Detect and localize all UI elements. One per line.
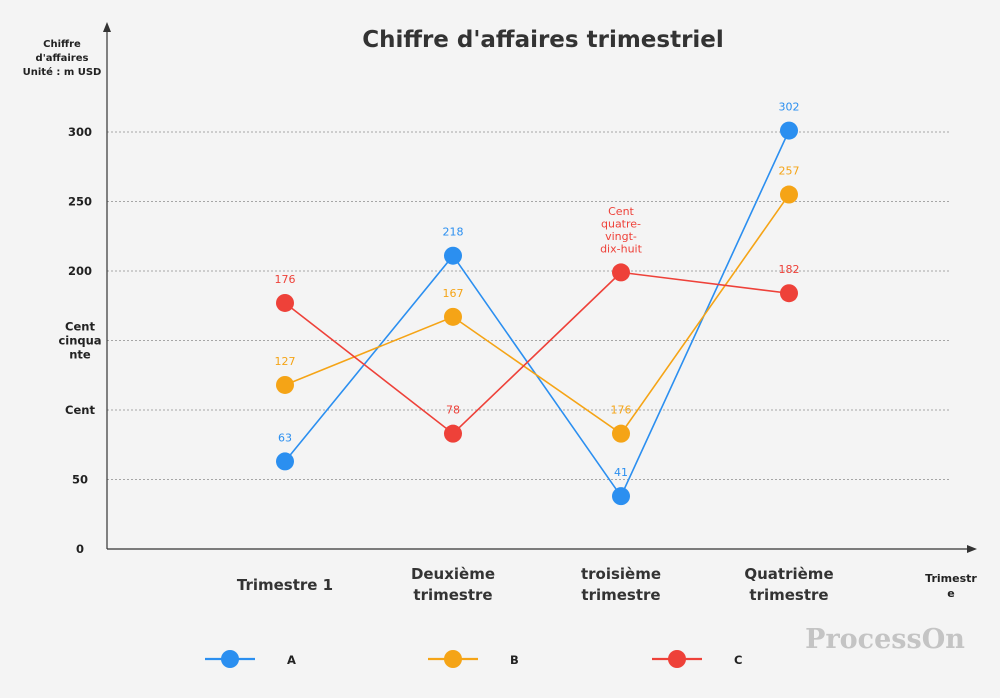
data-point [444,307,462,326]
series-b: 127 167 176 257 [275,165,800,443]
data-label: 176 [275,273,296,286]
y-tick-label: 200 [68,264,92,278]
series-line [284,271,790,435]
data-label: 218 [443,226,464,239]
x-axis-label-text: Trimestr e [925,572,977,600]
y-tick-label: 250 [68,195,92,209]
data-point [444,246,462,265]
data-label: Cent quatre-vingt-dix-huit [600,205,643,256]
chart-title: Chiffre d'affaires trimestriel [362,27,724,53]
data-label: 176 [611,404,632,417]
legend-item-b: B [428,650,519,668]
x-tick-label: Trimestre 1 [237,576,333,594]
data-point [612,263,630,282]
legend-swatch-marker [668,650,686,668]
series-c: 176 78 Cent quatre-vingt-dix-huit 182 [275,205,800,443]
y-tick-label: 50 [72,473,88,487]
data-label: 167 [443,287,464,300]
axes [103,22,977,553]
series-group: 63 218 41 302 127 167 176 257 176 78 Cent quatre-vi… [275,101,800,506]
data-point [444,424,462,443]
data-label: 78 [446,404,460,417]
data-point [276,375,294,394]
data-label: 257 [779,165,800,178]
data-point [780,284,798,303]
data-point [276,452,294,471]
data-point [780,185,798,204]
x-axis-label: Trimestr e [925,572,977,600]
data-point [612,424,630,443]
y-tick-label: Cent cinqua nte [58,320,101,362]
legend-label: B [510,653,519,667]
data-point [276,293,294,312]
y-axis-arrow [103,22,111,32]
legend-swatch-marker [444,650,462,668]
series-line [284,130,790,498]
data-point [780,121,798,140]
legend-item-c: C [652,650,742,668]
gridlines [107,131,950,480]
y-axis-label: Chiffre d'affaires Unité : m USD [23,39,102,78]
legend-label: C [734,653,742,667]
y-tick-label: Cent [65,403,95,417]
y-tick-labels: 0 50 Cent Cent cinqua nte 200 250 300 [58,125,101,556]
x-tick-label: Deuxième trimestre [411,565,495,604]
series-a: 63 218 41 302 [276,101,800,506]
legend-item-a: A [205,650,296,668]
data-label: 127 [275,355,296,368]
y-axis-label-text: Chiffre d'affaires Unité : m USD [23,39,102,78]
legend-label: A [287,653,296,667]
legend-swatch-marker [221,650,239,668]
x-axis-arrow [967,545,977,553]
x-tick-label: Quatrième trimestre [744,565,833,604]
series-line [284,194,790,435]
data-label: 182 [779,263,800,276]
data-label: 63 [278,431,292,444]
x-tick-label: troisième trimestre [581,565,661,604]
data-label: 41 [614,466,628,479]
y-tick-label: 0 [76,542,84,556]
data-point [612,487,630,506]
x-tick-labels: Trimestre 1 Deuxième trimestre troisième tri… [237,565,834,604]
data-label: 302 [779,101,800,114]
legend: A B C [205,650,742,668]
watermark: ProcessOn [805,624,965,655]
y-tick-label: 300 [68,125,92,139]
